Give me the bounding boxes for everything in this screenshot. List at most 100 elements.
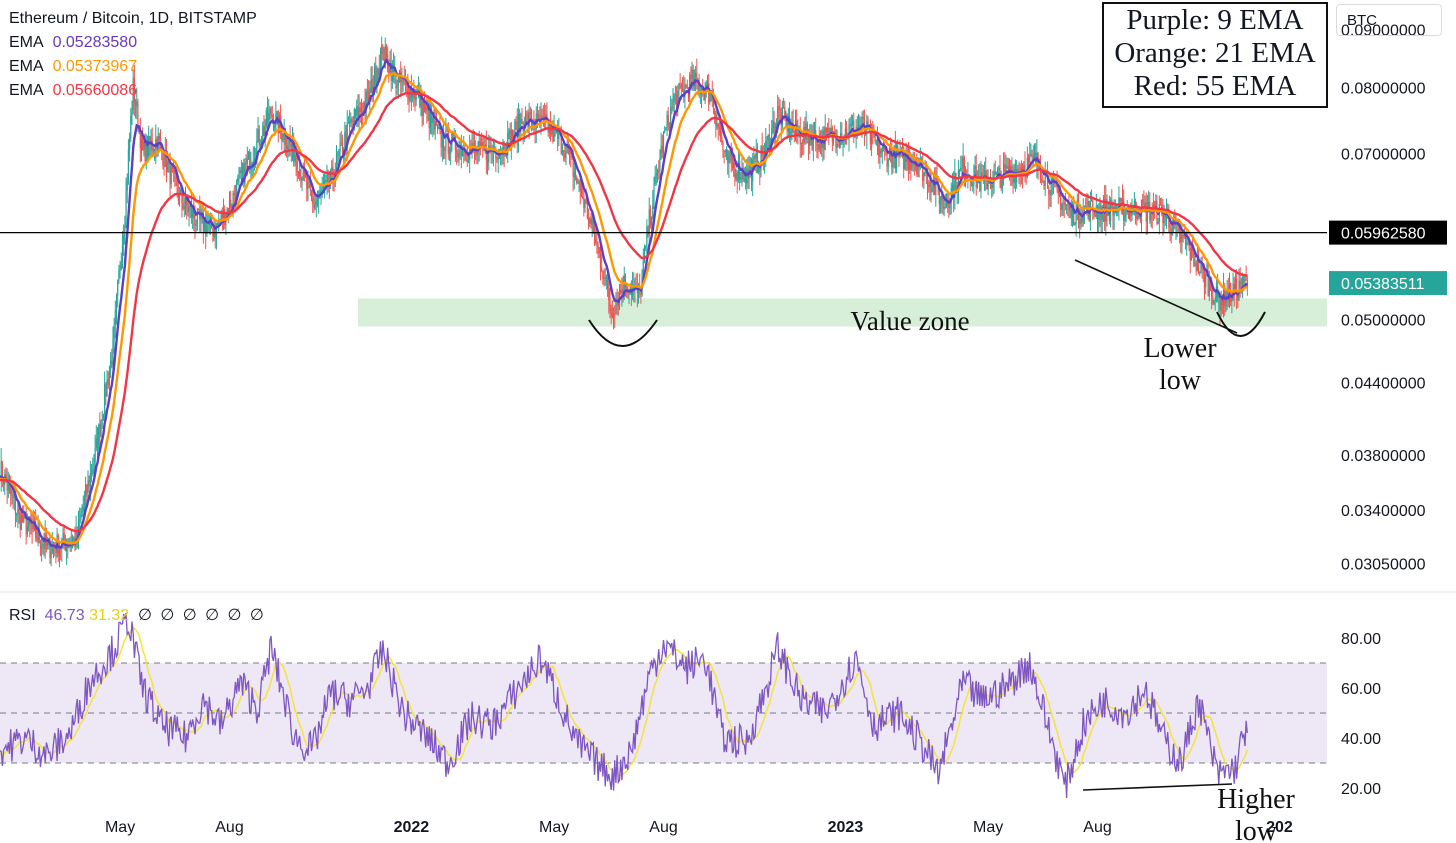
candle-body bbox=[441, 134, 443, 148]
candle-body bbox=[1188, 243, 1190, 249]
candle-body bbox=[609, 300, 611, 308]
candle-body bbox=[359, 107, 361, 112]
candle-body bbox=[1101, 207, 1103, 220]
candle-body bbox=[1080, 218, 1082, 224]
candle-body bbox=[1219, 296, 1221, 311]
candle-body bbox=[426, 104, 428, 110]
candle-body bbox=[251, 163, 253, 166]
candle-body bbox=[582, 196, 584, 198]
candle-body bbox=[1201, 261, 1203, 269]
candle-body bbox=[1043, 182, 1045, 186]
candle-body bbox=[263, 125, 265, 135]
candle-body bbox=[1069, 206, 1071, 211]
candle-body bbox=[196, 209, 198, 225]
candle-body bbox=[591, 218, 593, 225]
price-tick-label: 0.08000000 bbox=[1341, 80, 1426, 97]
candle-body bbox=[174, 169, 176, 174]
candle-body bbox=[706, 82, 709, 84]
candle-body bbox=[772, 121, 774, 128]
candle-body bbox=[121, 244, 124, 263]
candle-body bbox=[1194, 263, 1196, 266]
candle-body bbox=[203, 221, 206, 232]
candle-body bbox=[395, 70, 397, 89]
candle-body bbox=[572, 158, 574, 177]
candle-body bbox=[888, 148, 891, 160]
ema-label: EMA bbox=[9, 82, 44, 99]
candle-body bbox=[1237, 295, 1239, 301]
candle-body bbox=[568, 150, 571, 154]
candle-body bbox=[1129, 207, 1131, 219]
candle-body bbox=[735, 173, 737, 179]
candle-body bbox=[1052, 176, 1055, 181]
candle-body bbox=[94, 447, 96, 463]
candle-body bbox=[1085, 206, 1087, 208]
candle-body bbox=[974, 166, 976, 177]
candle-body bbox=[310, 190, 313, 198]
candle-body bbox=[1071, 204, 1074, 218]
candle-body bbox=[58, 547, 61, 556]
candle-body bbox=[1068, 205, 1070, 211]
symbol-title: Ethereum / Bitcoin, 1D, BITSTAMP bbox=[9, 10, 257, 27]
candle-body bbox=[587, 218, 590, 224]
candle-body bbox=[111, 360, 113, 366]
candle-body bbox=[127, 149, 130, 181]
candle-body bbox=[337, 154, 339, 156]
candle-body bbox=[1026, 157, 1028, 177]
candle-body bbox=[421, 92, 423, 116]
candle-body bbox=[1144, 202, 1146, 207]
candle-body bbox=[733, 162, 735, 168]
candle-body bbox=[878, 137, 880, 157]
candle-body bbox=[721, 137, 723, 142]
candle-body bbox=[50, 552, 52, 559]
candle-body bbox=[162, 151, 164, 166]
rsi-label: RSI bbox=[9, 607, 36, 624]
candle-body bbox=[296, 161, 298, 173]
candle-body bbox=[13, 496, 15, 499]
candle-body bbox=[478, 141, 480, 150]
candle-body bbox=[309, 183, 311, 191]
candle-body bbox=[662, 131, 665, 154]
candle-body bbox=[714, 108, 716, 115]
candle-body bbox=[169, 159, 171, 184]
rsi-tick-label: 20.00 bbox=[1341, 781, 1381, 798]
candle-body bbox=[281, 128, 283, 141]
candle-body bbox=[327, 175, 329, 187]
candle-body bbox=[1184, 237, 1187, 245]
currency-button[interactable]: BTC bbox=[1336, 4, 1442, 36]
candle-body bbox=[1073, 204, 1075, 225]
candle-body bbox=[1058, 194, 1061, 196]
candle-body bbox=[922, 160, 924, 181]
candle-body bbox=[1025, 175, 1027, 177]
candle-body bbox=[266, 110, 269, 123]
candle-body bbox=[981, 172, 983, 178]
candle-body bbox=[326, 175, 328, 181]
candle-body bbox=[665, 128, 667, 131]
rsi-tick-label: 40.00 bbox=[1341, 731, 1381, 748]
candle-body bbox=[1075, 208, 1077, 225]
candle-body bbox=[685, 85, 687, 87]
candle-body bbox=[988, 181, 990, 184]
candle-body bbox=[916, 163, 918, 175]
candle-body bbox=[508, 130, 510, 133]
candle-body bbox=[578, 180, 580, 183]
candle-body bbox=[963, 156, 965, 180]
candle-body bbox=[1234, 278, 1237, 294]
ema-label: EMA bbox=[9, 34, 44, 51]
candle-body bbox=[113, 325, 115, 340]
candle-body bbox=[109, 360, 112, 371]
candle-body bbox=[718, 127, 720, 129]
candle-body bbox=[195, 224, 197, 226]
candle-body bbox=[425, 104, 427, 112]
candle-body bbox=[642, 260, 644, 273]
candle-body bbox=[857, 125, 860, 131]
candle-body bbox=[19, 512, 21, 530]
candle-body bbox=[20, 515, 23, 530]
time-tick-label: Aug bbox=[1083, 819, 1111, 836]
price-tick-label: 0.03400000 bbox=[1341, 503, 1426, 520]
candle-body bbox=[870, 127, 873, 144]
candle-body bbox=[900, 147, 902, 149]
candle-body bbox=[1174, 217, 1176, 226]
candle-body bbox=[420, 92, 422, 107]
candle-body bbox=[762, 156, 764, 161]
candle-body bbox=[989, 181, 992, 186]
